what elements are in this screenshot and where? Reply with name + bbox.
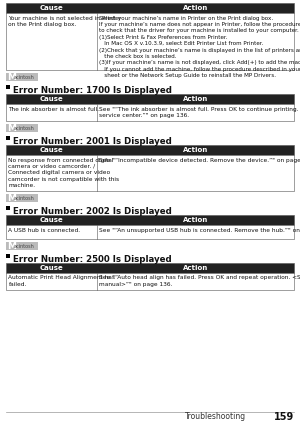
Bar <box>6 242 38 250</box>
Text: See "“Incompatible device detected. Remove the device.”" on page 137.: See "“Incompatible device detected. Remo… <box>99 158 300 162</box>
Text: Action: Action <box>183 217 208 223</box>
Text: acintosh: acintosh <box>14 125 34 130</box>
Text: See "“The ink absorber is almost full. Press OK to continue printing. Contact th: See "“The ink absorber is almost full. P… <box>99 107 300 118</box>
Text: M: M <box>8 193 16 202</box>
Text: acintosh: acintosh <box>14 74 34 79</box>
Bar <box>6 13 294 70</box>
Bar <box>6 225 294 239</box>
Bar <box>6 3 294 13</box>
Text: 159: 159 <box>274 411 294 422</box>
Bar <box>6 263 294 273</box>
Text: Your machine is not selected in Printer
on the Print dialog box.: Your machine is not selected in Printer … <box>8 15 122 27</box>
Bar <box>6 155 294 191</box>
Text: Troubleshooting: Troubleshooting <box>185 412 246 421</box>
Text: Cause: Cause <box>40 217 63 223</box>
Bar <box>6 215 294 225</box>
Bar <box>6 85 10 89</box>
Text: M: M <box>8 241 16 250</box>
Text: Cause: Cause <box>40 5 63 11</box>
Bar <box>6 145 294 155</box>
Text: Select your machine’s name in Printer on the Print dialog box.
If your machine’s: Select your machine’s name in Printer on… <box>99 15 300 78</box>
Text: Action: Action <box>183 96 208 102</box>
Bar <box>6 73 38 81</box>
Bar <box>6 94 294 104</box>
Text: Automatic Print Head Alignment has
failed.: Automatic Print Head Alignment has faile… <box>8 275 116 287</box>
Text: Error Number: 2001 Is Displayed: Error Number: 2001 Is Displayed <box>13 136 172 145</box>
Text: Action: Action <box>183 5 208 11</box>
Text: acintosh: acintosh <box>14 196 34 201</box>
Text: Action: Action <box>183 265 208 271</box>
Text: See "“An unsupported USB hub is connected. Remove the hub.”" on page 137.: See "“An unsupported USB hub is connecte… <box>99 227 300 232</box>
Text: Cause: Cause <box>40 147 63 153</box>
Text: No response from connected digital
camera or video camcorder. /
Connected digita: No response from connected digital camer… <box>8 158 120 188</box>
Text: See "“Auto head align has failed. Press OK and repeat operation. <See
manual>”" : See "“Auto head align has failed. Press … <box>99 275 300 287</box>
Text: M: M <box>8 124 16 133</box>
Text: acintosh: acintosh <box>14 244 34 249</box>
Text: M: M <box>8 73 16 82</box>
Text: A USB hub is connected.: A USB hub is connected. <box>8 227 81 232</box>
Text: Error Number: 2500 Is Displayed: Error Number: 2500 Is Displayed <box>13 255 172 264</box>
Bar <box>6 206 10 210</box>
Text: Error Number: 2002 Is Displayed: Error Number: 2002 Is Displayed <box>13 207 172 215</box>
Bar <box>6 136 10 140</box>
Bar <box>6 104 294 121</box>
Text: The ink absorber is almost full.: The ink absorber is almost full. <box>8 107 100 111</box>
Text: Cause: Cause <box>40 96 63 102</box>
Bar <box>6 273 294 290</box>
Text: Action: Action <box>183 147 208 153</box>
Text: Cause: Cause <box>40 265 63 271</box>
Text: Error Number: 1700 Is Displayed: Error Number: 1700 Is Displayed <box>13 85 172 94</box>
Bar <box>6 124 38 132</box>
Bar <box>6 194 38 202</box>
Bar <box>6 254 10 258</box>
